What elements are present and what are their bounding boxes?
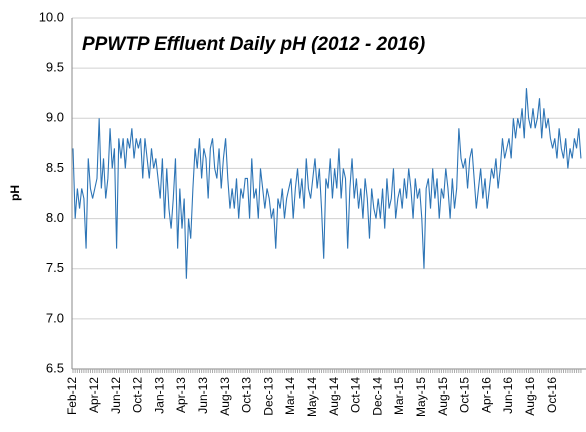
x-tick-label: Oct-16 [545, 377, 559, 413]
x-tick-label: Aug-16 [523, 377, 537, 416]
title-box [78, 28, 474, 62]
x-tick-label: Jun-16 [501, 377, 515, 414]
x-tick-label: Aug-14 [327, 377, 341, 416]
x-tick-label: Jan-13 [152, 377, 166, 414]
y-tick-label: 9.5 [46, 60, 64, 75]
x-tick-label: Oct-14 [349, 377, 363, 413]
x-tick-label: Aug-15 [436, 377, 450, 416]
x-tick-label: Oct-13 [240, 377, 254, 413]
x-tick-label: Apr-12 [87, 377, 101, 413]
x-tick-label: Mar-15 [392, 377, 406, 415]
x-tick-label: Oct-15 [458, 377, 472, 413]
y-axis-label: pH [8, 185, 22, 201]
x-tick-label: Dec-14 [370, 377, 384, 416]
x-tick-label: Aug-13 [218, 377, 232, 416]
y-tick-label: 10.0 [39, 9, 64, 24]
x-tick-label: Dec-13 [261, 377, 275, 416]
y-tick-label: 7.5 [46, 260, 64, 275]
x-tick-label: May-15 [414, 377, 428, 417]
plot-area [72, 88, 582, 279]
x-tick-label: Feb-12 [65, 377, 79, 415]
x-tick-label: Oct-12 [131, 377, 145, 413]
y-tick-label: 7.0 [46, 310, 64, 325]
data-line [72, 88, 582, 279]
x-tick-label: Apr-13 [174, 377, 188, 413]
y-tick-label: 9.0 [46, 110, 64, 125]
x-tick-label: Apr-16 [479, 377, 493, 413]
x-tick-label: Jun-12 [109, 377, 123, 414]
x-tick-label: Mar-14 [283, 377, 297, 415]
x-tick-label: May-14 [305, 377, 319, 417]
grid [71, 17, 586, 373]
y-tick-label: 6.5 [46, 360, 64, 375]
tick-labels: 6.5 7.0 7.5 8.0 8.5 9.0 9.5 10.0 Feb-12 Apr-12 Jun… [39, 9, 559, 417]
x-tick-label: Jun-13 [196, 377, 210, 414]
chart-title: PPWTP Effluent Daily pH (2012 - 2016) [82, 34, 425, 55]
y-tick-label: 8.5 [46, 160, 64, 175]
y-tick-label: 8.0 [46, 210, 64, 225]
